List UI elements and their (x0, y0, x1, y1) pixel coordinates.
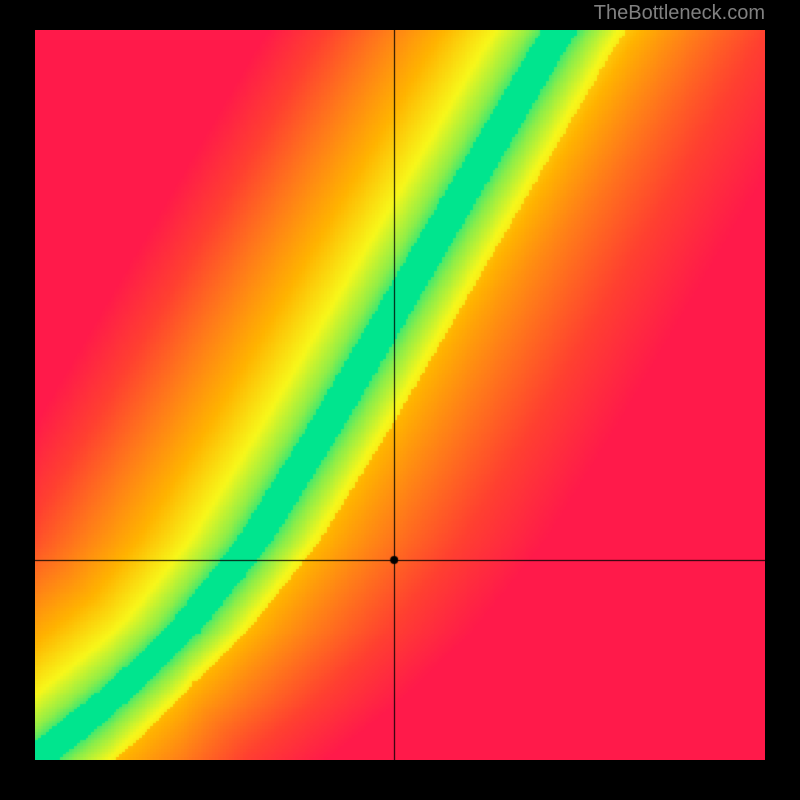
watermark-text: TheBottleneck.com (594, 2, 765, 25)
plot-area (35, 30, 765, 760)
heatmap-canvas (35, 30, 765, 760)
chart-container: TheBottleneck.com (0, 0, 800, 800)
